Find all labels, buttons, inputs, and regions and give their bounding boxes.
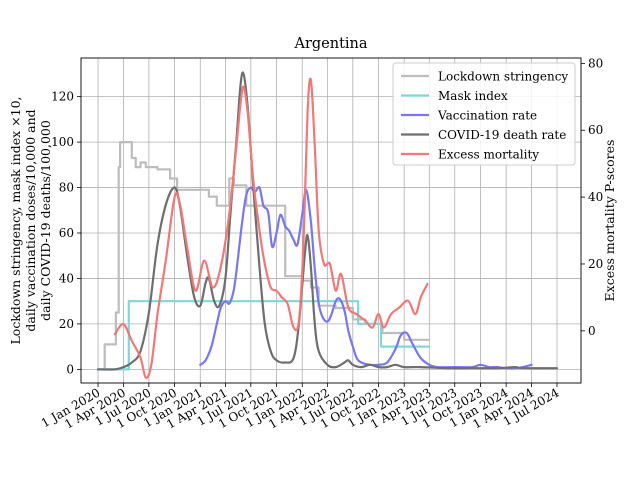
right-tick-label: 60 (588, 123, 603, 137)
left-axis-title-line: daily vaccination doses/10,000 and (23, 109, 38, 331)
right-tick-label: 0 (588, 324, 596, 338)
legend-label-lockdown-stringency: Lockdown stringency (438, 70, 568, 84)
legend-label-covid-19-death-rate: COVID-19 death rate (438, 128, 566, 142)
left-tick-label: 20 (59, 317, 74, 331)
chart-title: Argentina (293, 36, 367, 52)
left-tick-label: 100 (51, 135, 74, 149)
right-axis: 0 20 40 60 80 (581, 56, 603, 338)
right-tick-label: 80 (588, 56, 603, 70)
legend: Lockdown stringency Mask index Vaccination… (392, 62, 576, 166)
series-layer (96, 71, 559, 379)
legend-label-mask-index: Mask index (438, 89, 508, 103)
left-tick-label: 80 (59, 181, 74, 195)
plot-frame (80, 57, 582, 384)
series-line-vaccination-rate (199, 185, 533, 370)
series-line-excess-mortality (113, 77, 429, 379)
left-tick-label: 0 (66, 362, 74, 376)
left-axis: 0 20 40 60 80 100 120 (51, 90, 81, 376)
grid-lines (81, 58, 581, 383)
left-tick-label: 120 (51, 90, 74, 104)
left-axis-title-line: Lockdown stringency, mask index ×10, (8, 96, 23, 344)
right-tick-label: 20 (588, 257, 603, 271)
right-axis-title: Excess mortality P-scores (602, 140, 617, 302)
right-tick-label: 40 (588, 190, 603, 204)
series-line-mask-index (96, 300, 431, 371)
left-axis-title-line: daily COVID-19 deaths/100,000 (38, 120, 53, 321)
left-axis-title: Lockdown stringency, mask index ×10,dail… (8, 96, 53, 344)
legend-label-vaccination-rate: Vaccination rate (437, 109, 537, 123)
legend-box (392, 62, 576, 166)
left-tick-label: 60 (59, 226, 74, 240)
legend-label-excess-mortality: Excess mortality (438, 148, 539, 162)
left-tick-label: 40 (59, 271, 74, 285)
